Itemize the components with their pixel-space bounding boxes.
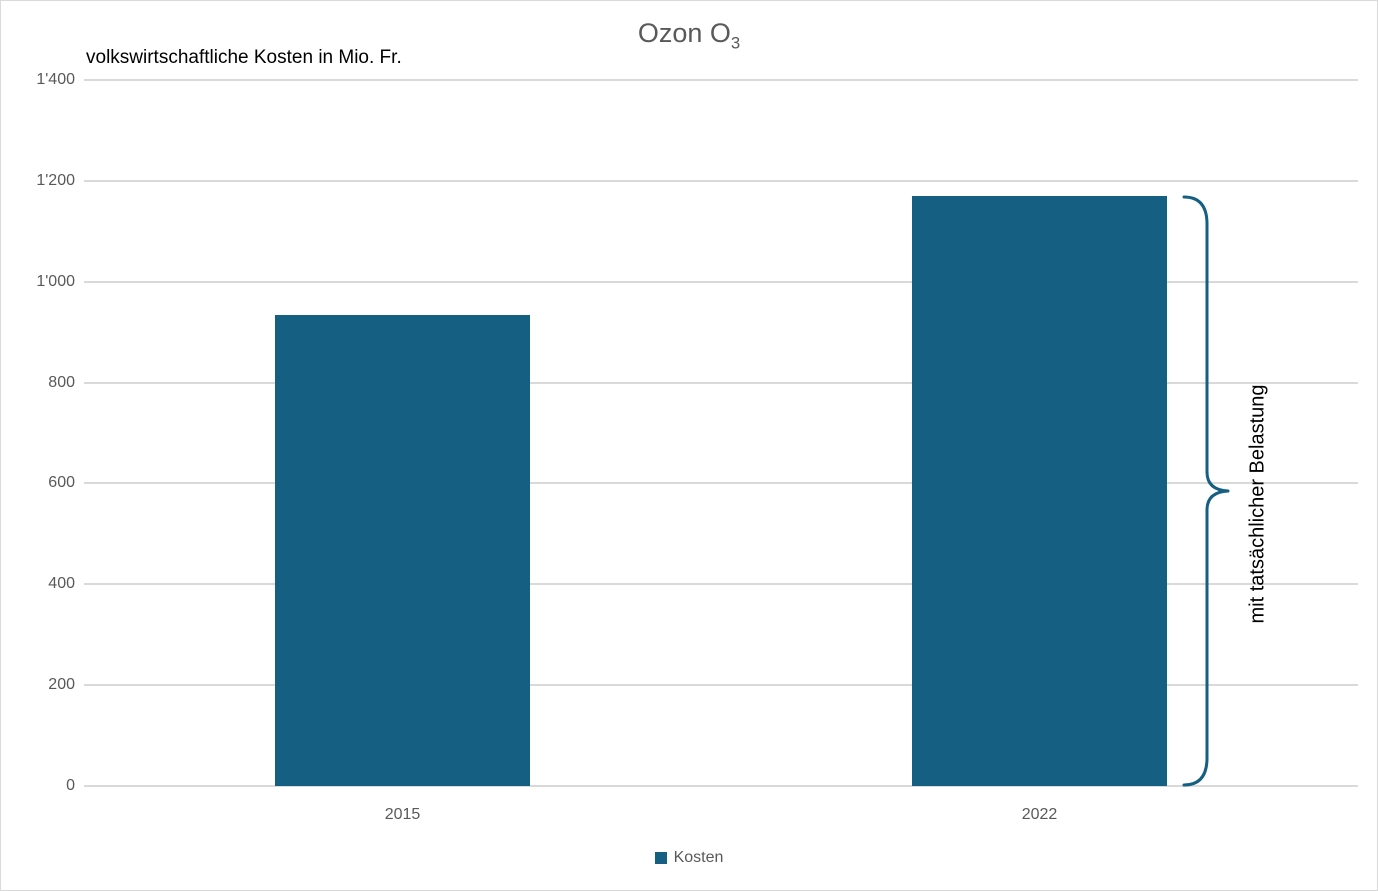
legend: Kosten: [1, 849, 1377, 867]
gridline: [84, 684, 1358, 687]
x-tick-label: 2015: [384, 806, 421, 823]
gridline: [84, 179, 1358, 182]
y-tick-label: 200: [48, 676, 75, 694]
bar-2015: [275, 314, 530, 786]
chart-title: Ozon O3: [1, 18, 1377, 53]
plot-area: [84, 79, 1358, 787]
gridline: [84, 583, 1358, 586]
legend-label: Kosten: [673, 849, 724, 866]
gridline: [84, 482, 1358, 485]
chart-title-subscript: 3: [730, 33, 741, 53]
annotation-label: mit tatsächlicher Belastung: [1246, 384, 1269, 624]
gridline: [84, 79, 1358, 81]
chart-title-text: Ozon O: [637, 18, 731, 48]
curly-brace-path: [1182, 195, 1230, 787]
y-tick-label: 600: [48, 474, 75, 492]
y-tick-label: 0: [66, 777, 75, 794]
legend-swatch-icon: [654, 852, 667, 864]
gridline: [84, 381, 1358, 384]
y-tick-label: 1'200: [36, 171, 75, 189]
y-tick-label: 1'400: [36, 71, 75, 88]
y-axis-title: volkswirtschaftliche Kosten in Mio. Fr.: [86, 47, 402, 68]
curly-brace-annotation: [1182, 195, 1230, 787]
y-tick-label: 1'000: [36, 272, 75, 290]
gridline: [84, 280, 1358, 283]
gridline: [84, 785, 1358, 787]
bar-2022: [912, 196, 1167, 786]
y-tick-label: 400: [48, 575, 75, 593]
y-tick-label: 800: [48, 373, 75, 391]
x-tick-label: 2022: [1021, 806, 1058, 823]
